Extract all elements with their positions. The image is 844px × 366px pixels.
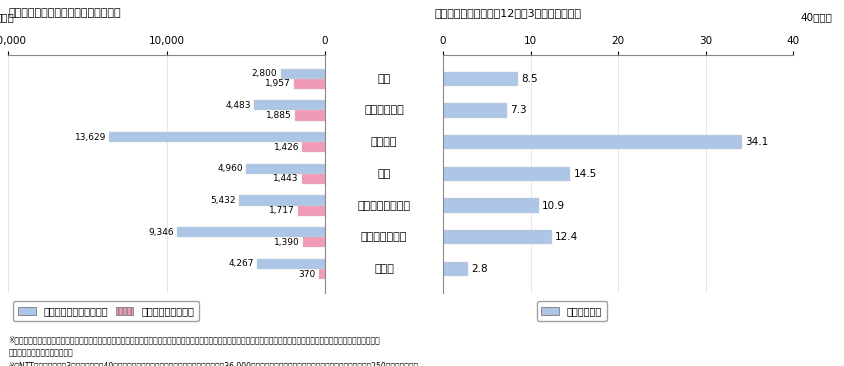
Text: 東京: 東京	[377, 74, 391, 84]
Text: 困難な状況となっている。: 困難な状況となっている。	[8, 349, 73, 358]
Bar	[302, 174, 325, 184]
Bar	[295, 111, 325, 120]
Bar	[443, 262, 468, 276]
Text: 1,443: 1,443	[273, 175, 299, 183]
Text: パリ: パリ	[377, 169, 391, 179]
Text: 4,483: 4,483	[225, 101, 251, 110]
Text: 13,629: 13,629	[75, 132, 106, 142]
Text: デュッセルドルフ: デュッセルドルフ	[358, 201, 410, 210]
Bar	[109, 132, 325, 142]
Bar	[302, 142, 325, 152]
Bar	[443, 103, 507, 117]
Text: 9,346: 9,346	[149, 228, 174, 237]
Text: 12.4: 12.4	[555, 232, 578, 242]
Bar	[294, 79, 325, 89]
Bar	[443, 72, 517, 86]
Text: 7.3: 7.3	[511, 105, 528, 115]
Text: ソウル: ソウル	[374, 264, 394, 274]
Bar	[319, 269, 325, 279]
Bar	[303, 237, 325, 247]
Text: 1,717: 1,717	[269, 206, 295, 215]
Text: 【住宅用の加入時一時金・基本料金】: 【住宅用の加入時一時金・基本料金】	[8, 8, 121, 18]
Text: 【市内通話料金（平日12時の3分間の料金）】: 【市内通話料金（平日12時の3分間の料金）】	[435, 8, 582, 18]
Text: ストックホルム: ストックホルム	[361, 232, 407, 242]
Text: 10.9: 10.9	[542, 201, 565, 210]
Text: 370: 370	[299, 270, 316, 279]
Bar	[298, 206, 325, 216]
Text: 8.5: 8.5	[521, 74, 538, 84]
Text: 34.1: 34.1	[745, 137, 768, 147]
Text: 1,885: 1,885	[266, 111, 292, 120]
Legend: 加入時一時金（住宅用）, 基本料金（住宅用）: 加入時一時金（住宅用）, 基本料金（住宅用）	[14, 301, 199, 321]
Bar	[246, 164, 325, 174]
Text: 2,800: 2,800	[252, 69, 278, 78]
Bar	[280, 68, 325, 79]
Text: 4,267: 4,267	[229, 259, 254, 268]
Text: 5,432: 5,432	[210, 196, 235, 205]
Text: 40（円）: 40（円）	[800, 12, 832, 22]
Text: ロンドン: ロンドン	[371, 137, 398, 147]
Bar	[177, 227, 325, 237]
Text: ニューヨーク: ニューヨーク	[364, 105, 404, 115]
Text: 14.5: 14.5	[574, 169, 597, 179]
Text: ※　各都市とも月額基本料金に一定の通話料金を含むプランや通話料金が通話距離や通話時間によらないプラン等多様な料金体系が導入されており、個別料金による単純な比較は: ※ 各都市とも月額基本料金に一定の通話料金を含むプランや通話料金が通話距離や通話…	[8, 335, 380, 344]
Text: （円）: （円）	[0, 12, 14, 22]
Bar	[443, 230, 552, 244]
Bar	[254, 100, 325, 111]
Text: 1,957: 1,957	[265, 79, 291, 88]
Text: 1,426: 1,426	[273, 143, 300, 152]
Bar	[443, 167, 570, 181]
Text: ※　NTT東日本の住宅用3級局（加入者数40万人以上の区分）のライトプラン。施設設置負担金（36,000円）を支払うプラン（ライトプランに比べ、月額基本料が25: ※ NTT東日本の住宅用3級局（加入者数40万人以上の区分）のライトプラン。施設…	[8, 361, 419, 366]
Text: 2.8: 2.8	[471, 264, 488, 274]
Legend: 市内通話料金: 市内通話料金	[537, 301, 607, 321]
Text: 1,390: 1,390	[274, 238, 300, 247]
Bar	[257, 259, 325, 269]
Bar	[443, 198, 538, 213]
Bar	[443, 135, 742, 149]
Text: 4,960: 4,960	[218, 164, 243, 173]
Bar	[239, 195, 325, 206]
